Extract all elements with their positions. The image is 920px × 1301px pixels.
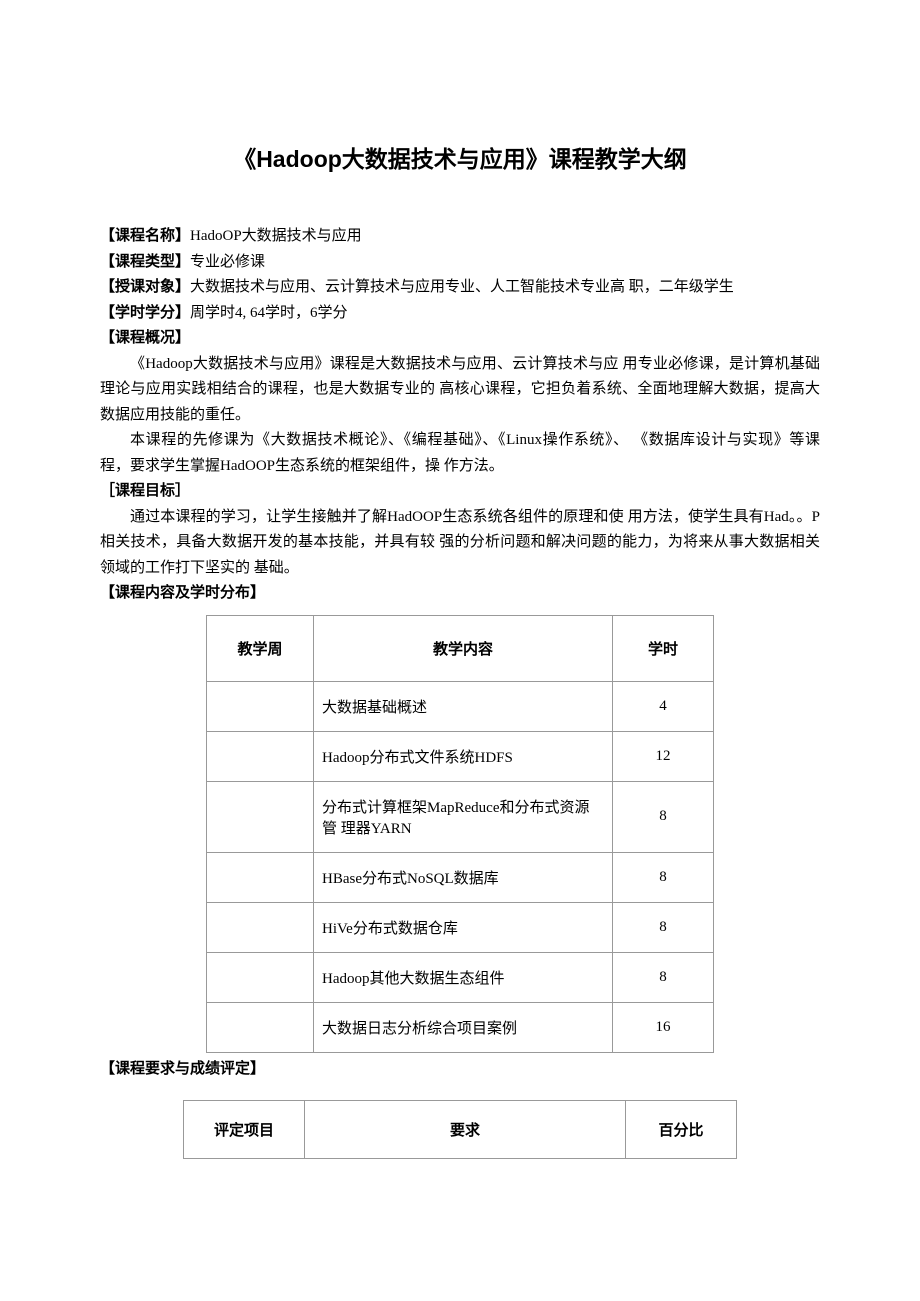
- table-row: Hadoop其他大数据生态组件 8: [207, 952, 714, 1002]
- header-hours: 学时: [613, 615, 714, 681]
- schedule-header-row: 教学周 教学内容 学时: [207, 615, 714, 681]
- document-title: 《Hadoop大数据技术与应用》课程教学大纲: [100, 140, 820, 174]
- cell-hours: 4: [613, 681, 714, 731]
- cell-week: [207, 731, 314, 781]
- cell-week: [207, 852, 314, 902]
- table-row: HBase分布式NoSQL数据库 8: [207, 852, 714, 902]
- table-row: 分布式计算框架MapReduce和分布式资源管 理器YARN 8: [207, 781, 714, 852]
- overview-paragraph-2: 本课程的先修课为《大数据技术概论》、《编程基础》、《Linux操作系统》、 《数…: [100, 428, 820, 479]
- cell-content: Hadoop其他大数据生态组件: [314, 952, 613, 1002]
- cell-week: [207, 781, 314, 852]
- cell-week: [207, 1002, 314, 1052]
- audience-label: 【授课对象】: [100, 279, 190, 295]
- grading-table: 评定项目 要求 百分比: [183, 1100, 737, 1159]
- table-row: 大数据基础概述 4: [207, 681, 714, 731]
- grading-header-row: 评定项目 要求 百分比: [184, 1101, 737, 1159]
- cell-week: [207, 952, 314, 1002]
- cell-hours: 8: [613, 781, 714, 852]
- meta-course-name: 【课程名称】HadoOP大数据技术与应用: [100, 224, 820, 250]
- audience-value: 大数据技术与应用、云计算技术与应用专业、人工智能技术专业高 职，二年级学生: [190, 279, 734, 295]
- table-row: HiVe分布式数据仓库 8: [207, 902, 714, 952]
- cell-content: HiVe分布式数据仓库: [314, 902, 613, 952]
- header-item: 评定项目: [184, 1101, 305, 1159]
- meta-audience: 【授课对象】大数据技术与应用、云计算技术与应用专业、人工智能技术专业高 职，二年…: [100, 275, 820, 301]
- meta-credit: 【学时学分】周学时4, 64学时，6学分: [100, 301, 820, 327]
- table-row: 大数据日志分析综合项目案例 16: [207, 1002, 714, 1052]
- cell-hours: 8: [613, 852, 714, 902]
- objective-paragraph-1: 通过本课程的学习，让学生接触并了解HadOOP生态系统各组件的原理和使 用方法，…: [100, 505, 820, 582]
- course-type-value: 专业必修课: [190, 254, 265, 270]
- cell-week: [207, 902, 314, 952]
- credit-value: 周学时4, 64学时，6学分: [190, 305, 348, 321]
- cell-week: [207, 681, 314, 731]
- table-row: Hadoop分布式文件系统HDFS 12: [207, 731, 714, 781]
- credit-label: 【学时学分】: [100, 305, 190, 321]
- cell-hours: 16: [613, 1002, 714, 1052]
- cell-hours: 12: [613, 731, 714, 781]
- course-name-label: 【课程名称】: [100, 228, 190, 244]
- header-content: 教学内容: [314, 615, 613, 681]
- meta-course-type: 【课程类型】专业必修课: [100, 250, 820, 276]
- page: 《Hadoop大数据技术与应用》课程教学大纲 【课程名称】HadoOP大数据技术…: [0, 0, 920, 1301]
- header-pct: 百分比: [626, 1101, 737, 1159]
- overview-paragraph-1: 《Hadoop大数据技术与应用》课程是大数据技术与应用、云计算技术与应 用专业必…: [100, 352, 820, 429]
- course-type-label: 【课程类型】: [100, 254, 190, 270]
- objective-head: ［课程目标］: [100, 479, 820, 505]
- cell-content: HBase分布式NoSQL数据库: [314, 852, 613, 902]
- cell-content: 大数据日志分析综合项目案例: [314, 1002, 613, 1052]
- cell-content: 大数据基础概述: [314, 681, 613, 731]
- course-name-value: HadoOP大数据技术与应用: [190, 228, 362, 244]
- cell-content: Hadoop分布式文件系统HDFS: [314, 731, 613, 781]
- cell-hours: 8: [613, 902, 714, 952]
- header-req: 要求: [305, 1101, 626, 1159]
- overview-head: 【课程概况】: [100, 326, 820, 352]
- cell-content: 分布式计算框架MapReduce和分布式资源管 理器YARN: [314, 781, 613, 852]
- grading-head: 【课程要求与成绩评定】: [100, 1057, 820, 1083]
- schedule-table: 教学周 教学内容 学时 大数据基础概述 4 Hadoop分布式文件系统HDFS …: [206, 615, 714, 1053]
- schedule-head: 【课程内容及学时分布】: [100, 581, 820, 607]
- header-week: 教学周: [207, 615, 314, 681]
- cell-hours: 8: [613, 952, 714, 1002]
